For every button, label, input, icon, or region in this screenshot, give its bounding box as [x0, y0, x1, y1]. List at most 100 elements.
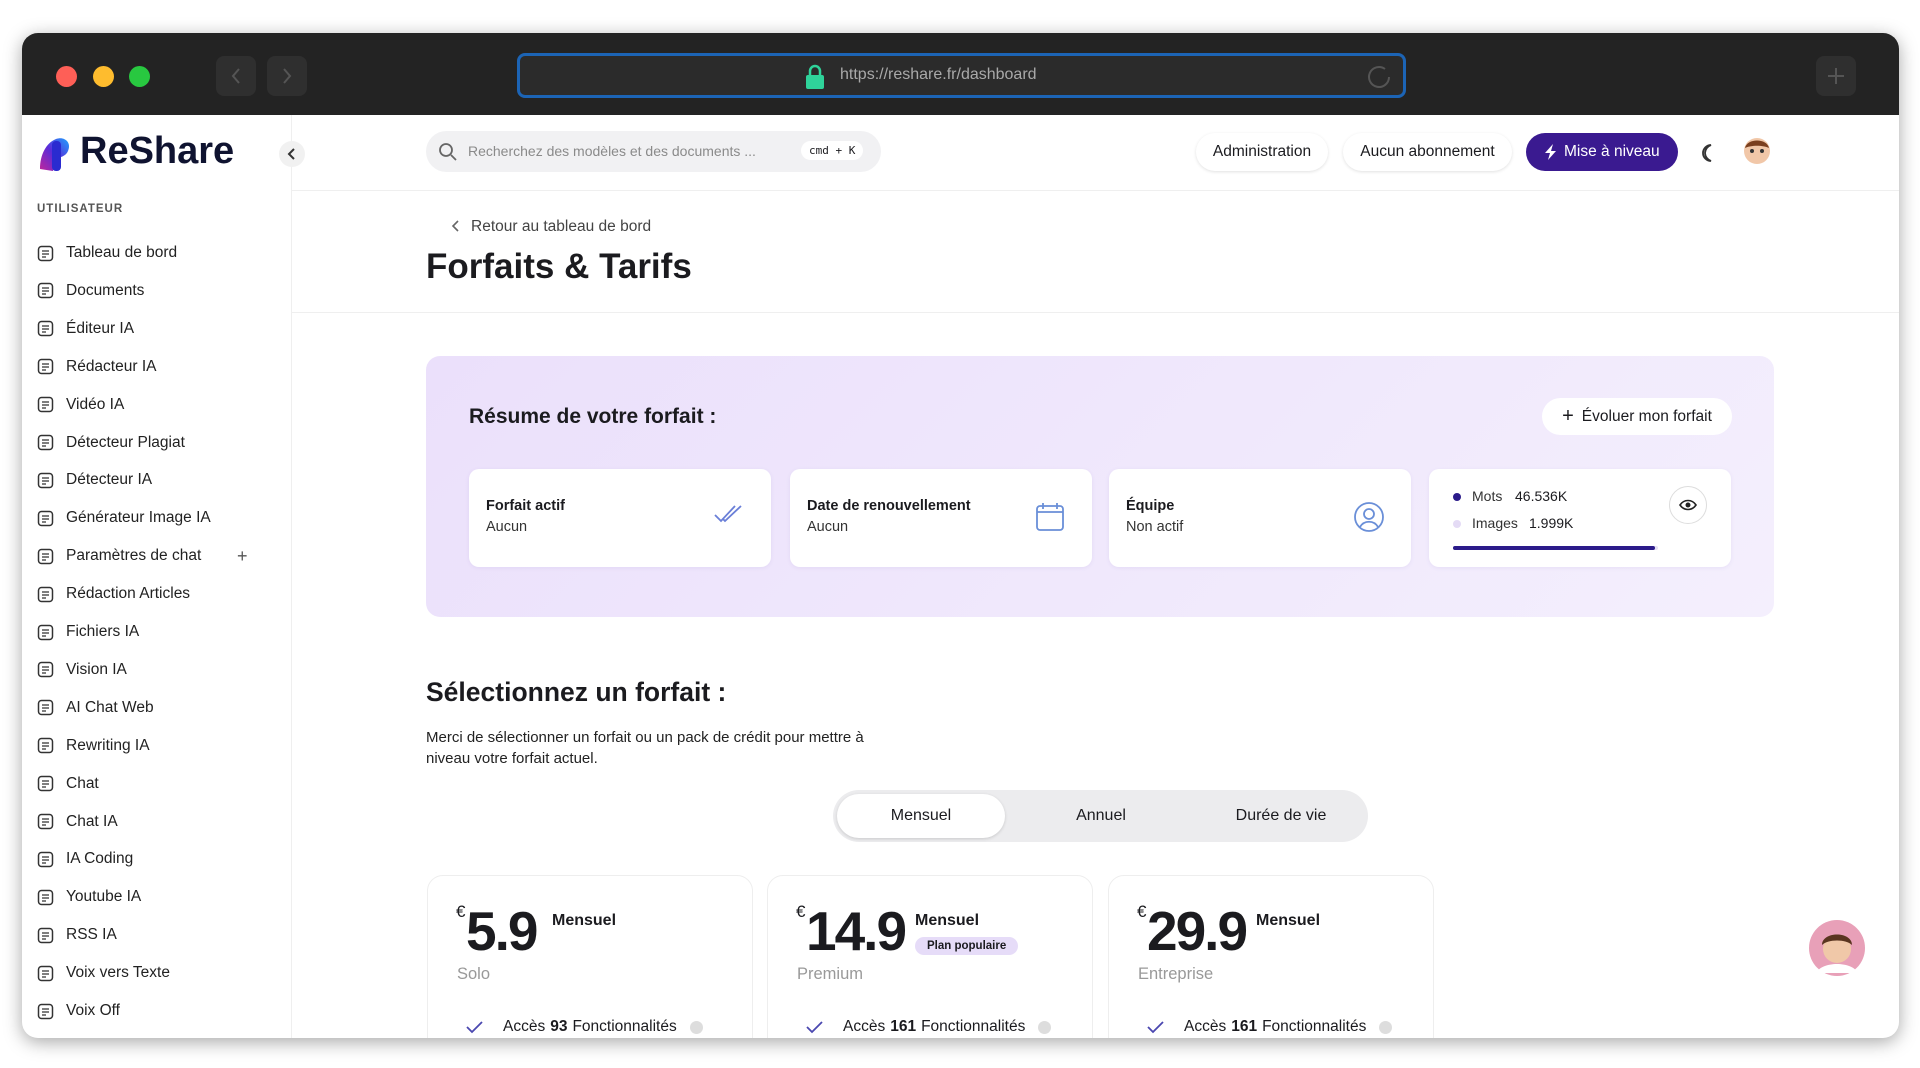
card-label: Date de renouvellement	[807, 498, 971, 514]
nav-label: Rédaction Articles	[66, 585, 191, 603]
forward-button[interactable]	[267, 56, 307, 96]
close-button[interactable]	[56, 66, 77, 87]
nav-item[interactable]: Rédaction Articles	[37, 582, 190, 606]
main-content: Retour au tableau de bord Forfaits & Tar…	[292, 191, 1899, 1038]
feature-prefix: Accès	[503, 1018, 546, 1035]
user-avatar[interactable]	[1742, 135, 1772, 167]
nav-label: Youtube IA	[66, 888, 142, 906]
browser-window: https://reshare.fr/dashboard ReShare UTI…	[22, 33, 1899, 1038]
nav-label: Chat	[66, 774, 99, 792]
feature-count: 161	[890, 1018, 917, 1035]
search-placeholder: Recherchez des modèles et des documents …	[468, 143, 756, 159]
nav-item[interactable]: Détecteur IA	[37, 468, 152, 492]
usage-dot	[1453, 520, 1461, 528]
upgrade-label: Mise à niveau	[1564, 143, 1660, 160]
summary-card: Forfait actif Aucun	[469, 469, 771, 567]
nav-item[interactable]: Générateur Image IA	[37, 506, 211, 530]
plan-currency: €	[796, 902, 806, 921]
nav-label: Générateur Image IA	[66, 509, 211, 527]
new-tab-button[interactable]	[1816, 56, 1856, 96]
nav-item[interactable]: Documents	[37, 279, 144, 303]
feature-suffix: Fonctionnalités	[921, 1018, 1026, 1035]
nav-label: Documents	[66, 281, 145, 299]
breadcrumb[interactable]: Retour au tableau de bord	[471, 218, 652, 235]
support-chat-button[interactable]	[1808, 919, 1866, 977]
brand-name[interactable]: ReShare	[80, 130, 235, 172]
billing-tab[interactable]: Mensuel	[837, 794, 1005, 838]
plan-card[interactable]: €5.9 Mensuel Solo Accès 93 Fonctionnalités	[427, 875, 753, 1038]
reload-icon[interactable]	[1365, 63, 1393, 91]
usage-label: Mots	[1472, 488, 1503, 504]
card-icon	[713, 501, 747, 540]
nav-label: Paramètres de chat	[66, 547, 202, 565]
usage-value: 46.536K	[1515, 488, 1568, 504]
admin-button[interactable]: Administration	[1196, 133, 1328, 171]
nav-label: Rewriting IA	[66, 736, 150, 754]
upgrade-button[interactable]: Mise à niveau	[1526, 133, 1678, 171]
card-icon	[1034, 501, 1068, 540]
nav-item[interactable]: Voix vers Texte	[37, 961, 170, 985]
nav-label: Éditeur IA	[66, 319, 135, 337]
plan-feature: Accès 161 Fonctionnalités	[802, 1016, 1052, 1038]
plan-currency: €	[456, 902, 466, 921]
billing-tab[interactable]: Durée de vie	[1235, 807, 1327, 824]
nav-item[interactable]: Voix Off	[37, 999, 120, 1023]
url-text: https://reshare.fr/dashboard	[840, 66, 1037, 83]
summary-title: Résume de votre forfait :	[469, 405, 717, 428]
section-label: UTILISATEUR	[37, 203, 124, 215]
nav-item[interactable]: Fichiers IA	[37, 620, 139, 644]
plan-name: Entreprise	[1138, 965, 1214, 983]
card-value: Non actif	[1126, 519, 1184, 535]
back-button[interactable]	[216, 56, 256, 96]
nav-label: Fichiers IA	[66, 623, 140, 640]
plan-card[interactable]: €14.9 Mensuel Plan populaire Premium Accès 16…	[767, 875, 1093, 1038]
subscription-button[interactable]: Aucun abonnement	[1343, 133, 1512, 171]
plan-card[interactable]: €29.9 Mensuel Entreprise Accès 161 Fonctionna…	[1108, 875, 1434, 1038]
nav-label: Rédacteur IA	[66, 357, 157, 375]
nav-label: Détecteur Plagiat	[66, 433, 185, 451]
collapse-button[interactable]	[279, 141, 305, 167]
lock-icon	[806, 64, 824, 89]
view-usage-button[interactable]	[1669, 486, 1707, 524]
page-title: Forfaits & Tarifs	[426, 247, 692, 286]
select-title: Sélectionnez un forfait :	[426, 677, 727, 707]
nav-label: AI Chat Web	[66, 698, 154, 716]
nav-item[interactable]: Vision IA	[37, 658, 127, 682]
feature-prefix: Accès	[843, 1018, 886, 1035]
usage-card: Mots 46.536K Images 1.999K	[1429, 469, 1731, 567]
nav-item[interactable]: Détecteur Plagiat	[37, 431, 185, 455]
nav-item[interactable]: RSS IA	[37, 923, 117, 947]
evolve-button[interactable]: + Évoluer mon forfait	[1542, 398, 1732, 435]
plan-feature: Accès 161 Fonctionnalités	[1143, 1016, 1393, 1038]
maximize-button[interactable]	[129, 66, 150, 87]
nav-label: Voix vers Texte	[66, 964, 170, 982]
nav-item[interactable]: Vidéo IA	[37, 393, 124, 417]
nav-item[interactable]: Paramètres de chat +	[37, 544, 248, 568]
info-icon[interactable]	[1379, 1020, 1393, 1034]
usage-progress	[1453, 546, 1655, 550]
billing-tab[interactable]: Annuel	[1076, 807, 1126, 824]
nav-item[interactable]: Rewriting IA	[37, 734, 150, 758]
plan-badge: Plan populaire	[915, 937, 1019, 955]
expand-icon[interactable]: +	[237, 545, 248, 566]
nav-item[interactable]: Rédacteur IA	[37, 355, 156, 379]
plan-currency: €	[1137, 902, 1147, 921]
nav-item[interactable]: Éditeur IA	[37, 317, 134, 341]
plan-period: Mensuel	[915, 912, 980, 929]
info-icon[interactable]	[689, 1020, 703, 1034]
address-bar[interactable]: https://reshare.fr/dashboard	[517, 53, 1406, 98]
nav-item[interactable]: Tableau de bord	[37, 241, 177, 265]
search-bar[interactable]: Recherchez des modèles et des documents …	[426, 131, 881, 172]
search-shortcut: cmd + K	[801, 141, 864, 160]
nav-item[interactable]: AI Chat Web	[37, 696, 154, 720]
theme-toggle[interactable]	[1696, 142, 1718, 164]
nav-item[interactable]: Chat IA	[37, 810, 118, 834]
sidebar: ReShare UTILISATEUR Tableau de bord Docum…	[22, 115, 305, 1038]
nav-item[interactable]: IA Coding	[37, 847, 133, 871]
nav-item[interactable]: Youtube IA	[37, 885, 141, 909]
nav-item[interactable]: Chat	[37, 772, 99, 796]
top-header: Recherchez des modèles et des documents …	[292, 115, 1899, 191]
plan-price: 29.9	[1147, 900, 1248, 962]
minimize-button[interactable]	[93, 66, 114, 87]
info-icon[interactable]	[1038, 1020, 1052, 1034]
